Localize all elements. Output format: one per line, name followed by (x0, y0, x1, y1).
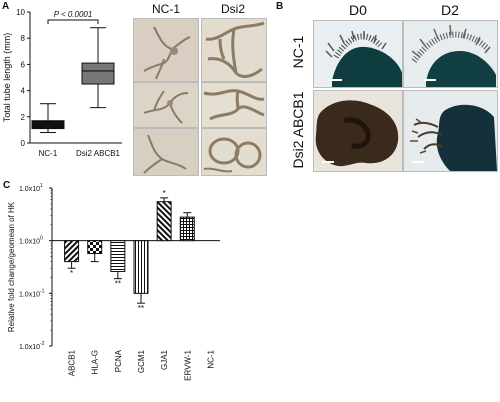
panel-a-photo-header-nc1: NC-1 (151, 2, 180, 16)
panel-b-photo-dsi2-d2 (403, 90, 498, 172)
box-dsi2 (81, 27, 115, 109)
panel-a-letter: A (2, 1, 10, 12)
panel-a-photo-dsi2-1 (201, 18, 267, 82)
panel-b-col-header-d2: D2 (441, 2, 459, 18)
y-axis-label: Total tube length (mm) (2, 33, 12, 123)
bar-gja1 (156, 201, 172, 242)
panel-b-row-label-dsi2: Dsi2 ABCB1 (286, 90, 310, 170)
panel-b-row-label-nc1: NC-1 (286, 22, 310, 82)
p-value-label: P < 0.0001 (54, 10, 93, 19)
box-nc1 (31, 103, 65, 134)
panel-b-photo-nc1-d2 (403, 20, 498, 88)
y-tick-label: 10 (16, 8, 25, 17)
y-tick-exponent: -2 (40, 341, 45, 347)
significance-marker: * (163, 189, 166, 198)
significance-marker: * (70, 269, 73, 278)
x-tick-label: Dsi2 ABCB1 (76, 149, 121, 158)
x-tick-label: ABCB1 (68, 349, 77, 376)
bar-hla-g (87, 240, 103, 255)
panel-a-photo-nc1-1 (133, 18, 199, 82)
x-tick-label: HLA-G (91, 350, 100, 374)
x-tick-label: NC-1 (39, 149, 58, 158)
y-tick-exponent: 1 (40, 183, 43, 189)
panel-b-col-header-d0: D0 (349, 2, 367, 18)
panel-a-photo-nc1-3 (133, 128, 199, 176)
panel-b-letter: B (276, 1, 284, 12)
significance-marker: ** (115, 280, 121, 289)
bar-abcb1 (64, 240, 80, 263)
box-iqr (81, 62, 115, 85)
panel-a-photo-dsi2-3 (201, 128, 267, 176)
bar-pcna (110, 240, 126, 272)
y-axis-label: Relative fold change/geomean of HK (7, 201, 16, 332)
x-tick-label: PCNA (114, 349, 123, 372)
x-tick-label: NC-1 (206, 349, 215, 368)
y-tick-label: 0 (21, 139, 26, 148)
panel-a-photo-nc1-2 (133, 82, 199, 128)
x-tick-label: GCM1 (137, 349, 146, 373)
x-tick-label: ERVW-1 (183, 349, 192, 380)
y-tick-label: 4 (21, 87, 26, 96)
panel-b-row-label-dsi2-text: Dsi2 ABCB1 (290, 91, 306, 169)
y-tick-label: 1.0x10 (19, 291, 40, 298)
panel-b-photo-dsi2-d0 (313, 90, 403, 172)
panel-b-row-label-nc1-text: NC-1 (290, 35, 306, 69)
x-tick-label: GJA1 (160, 349, 169, 370)
bar-ervw-1 (179, 216, 195, 242)
panel-a-boxplot: 0 2 4 6 8 10 Total tube length (mm) NC-1 Dsi2 AB… (2, 8, 122, 158)
y-tick-label: 8 (21, 34, 26, 43)
significance-bracket (47, 19, 99, 24)
y-tick-label: 1.0x10 (19, 239, 40, 246)
y-tick-exponent: -1 (40, 288, 45, 294)
panel-a-photo-dsi2-2 (201, 82, 267, 128)
y-tick-label: 6 (21, 60, 26, 69)
panel-b-photo-nc1-d0 (313, 20, 403, 88)
y-tick-label: 2 (21, 113, 26, 122)
panel-c-letter: C (3, 180, 11, 191)
bar-gcm1 (133, 240, 149, 294)
significance-marker: ** (138, 304, 144, 313)
y-tick-label: 1.0x10 (19, 186, 40, 193)
y-tick-exponent: 0 (40, 236, 43, 242)
y-tick-label: 1.0x10 (19, 344, 40, 351)
